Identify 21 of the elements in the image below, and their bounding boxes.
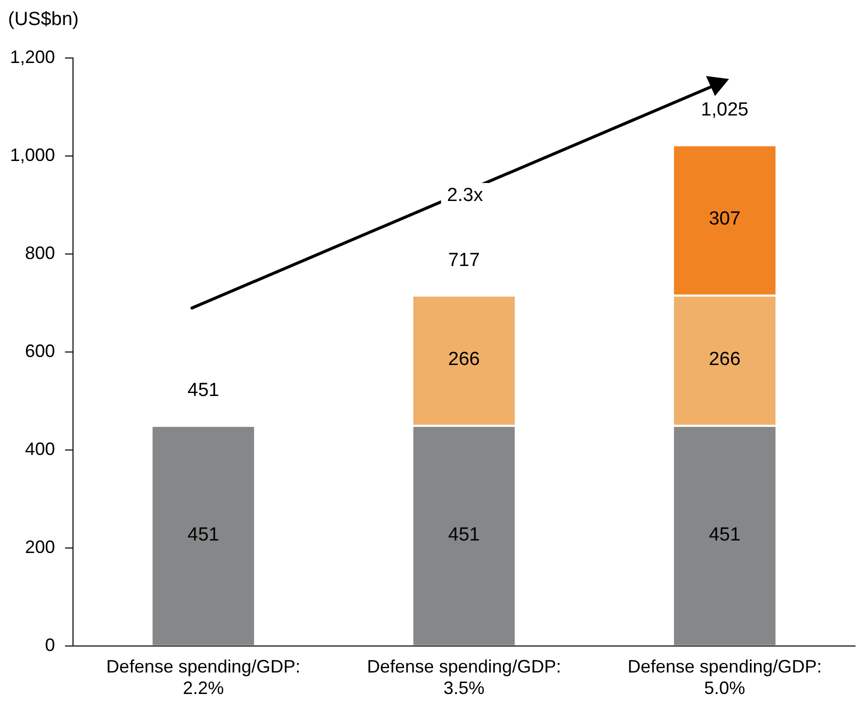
y-tick-label: 0	[45, 634, 56, 655]
y-tick-label: 800	[24, 242, 56, 263]
data-label: 451	[708, 524, 741, 546]
y-tick-label: 200	[24, 536, 56, 557]
annotation: 2.3x	[441, 183, 489, 209]
data-label: 266	[708, 348, 741, 370]
y-axis-title: (US$bn)	[8, 9, 79, 30]
total-label: 451	[188, 380, 220, 402]
y-tick-label: 1,000	[10, 144, 56, 165]
data-label: 266	[448, 348, 480, 370]
data-label: 451	[448, 524, 480, 546]
total-label: 717	[448, 250, 480, 271]
y-tick-label: 600	[24, 340, 56, 361]
data-label: 451	[188, 524, 220, 546]
y-tick-label: 1,200	[10, 46, 56, 67]
x-tick-label: Defense spending/GDP: 3.5%	[366, 656, 562, 698]
x-tick-label: Defense spending/GDP: 5.0%	[628, 656, 822, 698]
total-label: 1,025	[700, 99, 748, 120]
x-tick-label: Defense spending/GDP: 2.2%	[106, 656, 300, 698]
data-label: 307	[708, 208, 741, 230]
y-tick-label: 400	[24, 438, 56, 459]
